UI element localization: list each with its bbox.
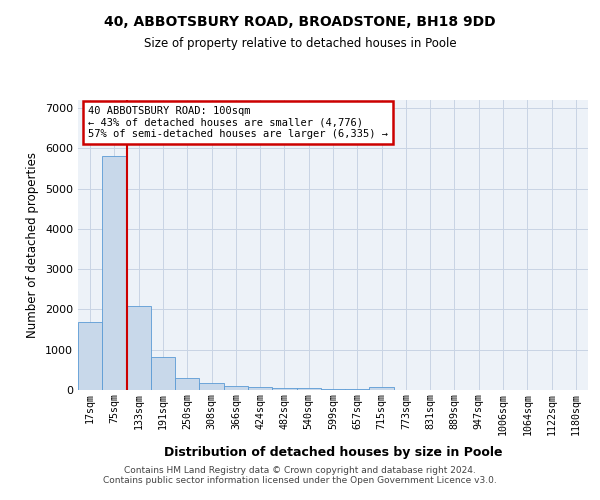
Text: 40 ABBOTSBURY ROAD: 100sqm
← 43% of detached houses are smaller (4,776)
57% of s: 40 ABBOTSBURY ROAD: 100sqm ← 43% of deta…: [88, 106, 388, 139]
Bar: [272, 388, 296, 390]
Bar: [224, 386, 248, 390]
Bar: [345, 389, 370, 390]
Bar: [296, 388, 321, 390]
Bar: [127, 306, 151, 390]
Bar: [248, 387, 272, 390]
Text: Contains HM Land Registry data © Crown copyright and database right 2024.
Contai: Contains HM Land Registry data © Crown c…: [103, 466, 497, 485]
Y-axis label: Number of detached properties: Number of detached properties: [26, 152, 40, 338]
Bar: [151, 358, 175, 390]
Text: 40, ABBOTSBURY ROAD, BROADSTONE, BH18 9DD: 40, ABBOTSBURY ROAD, BROADSTONE, BH18 9D…: [104, 15, 496, 29]
Bar: [78, 322, 102, 390]
Bar: [102, 156, 127, 390]
Bar: [199, 382, 224, 390]
Text: Size of property relative to detached houses in Poole: Size of property relative to detached ho…: [143, 38, 457, 51]
X-axis label: Distribution of detached houses by size in Poole: Distribution of detached houses by size …: [164, 446, 502, 459]
Bar: [370, 388, 394, 390]
Bar: [321, 388, 345, 390]
Bar: [175, 378, 199, 390]
